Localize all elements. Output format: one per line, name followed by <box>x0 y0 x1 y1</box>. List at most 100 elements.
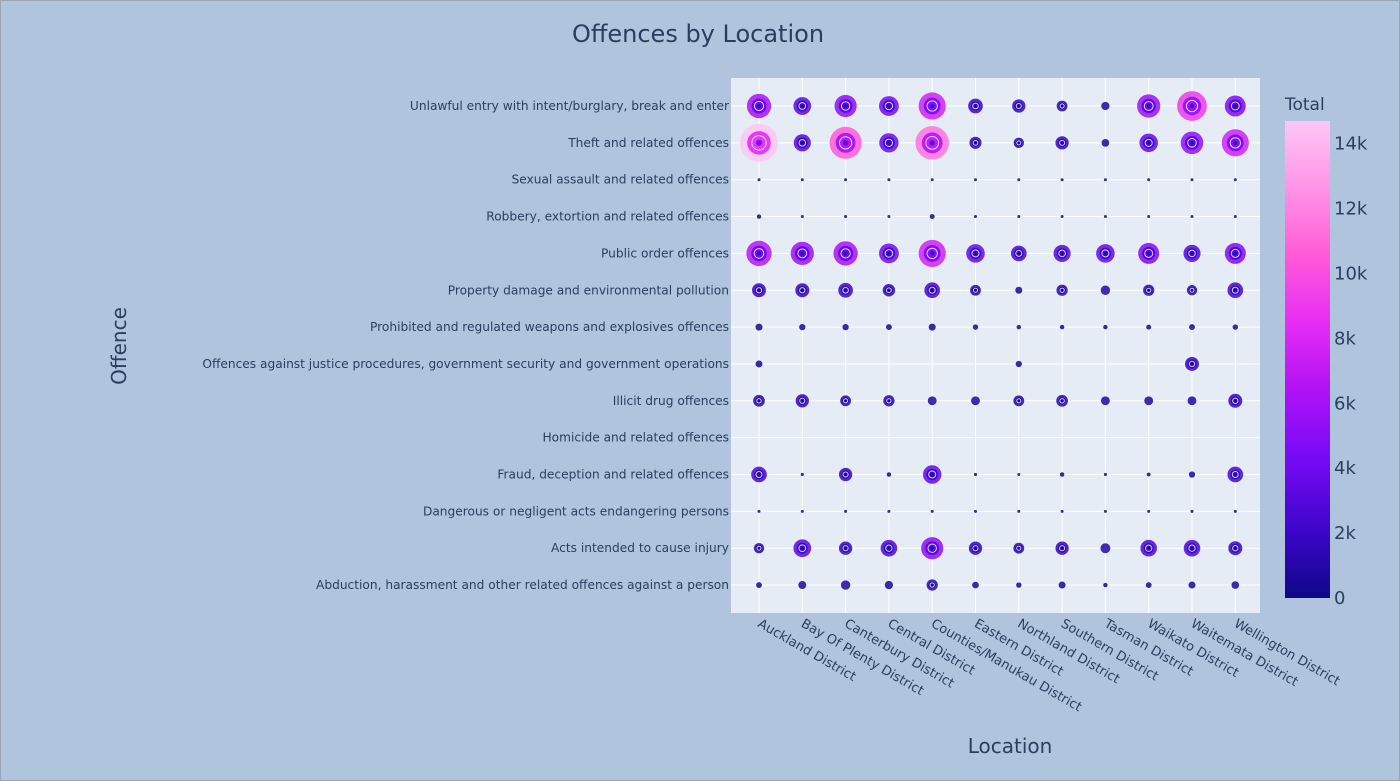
bubble <box>1146 472 1151 477</box>
bubble <box>1146 324 1152 330</box>
bubble <box>1183 539 1201 557</box>
colorbar-tick-label: 10k <box>1334 264 1368 285</box>
bubble <box>879 133 899 153</box>
bubble <box>924 282 941 299</box>
bubble <box>757 178 761 182</box>
bubble <box>1016 324 1022 330</box>
bubble <box>1137 94 1161 118</box>
y-tick-label: Sexual assault and related offences <box>512 173 730 187</box>
bubble <box>1053 244 1071 262</box>
bubble <box>800 509 804 513</box>
bubble <box>1228 393 1243 408</box>
bubble <box>757 509 761 513</box>
bubble <box>1012 99 1026 113</box>
colorbar-tick-label: 6k <box>1334 393 1356 414</box>
bubble <box>1180 131 1204 155</box>
colorbar-tick-label: 0 <box>1334 588 1345 609</box>
bubble <box>1183 244 1201 262</box>
colorbar-tick-label: 12k <box>1334 199 1368 220</box>
bubble <box>974 178 977 182</box>
bubble <box>921 537 944 560</box>
chart-title: Offences by Location <box>572 20 824 48</box>
bubble <box>1103 509 1107 513</box>
bubble <box>1103 178 1107 182</box>
bubble <box>1233 509 1237 513</box>
bubble <box>756 582 762 588</box>
bubble <box>1013 395 1025 407</box>
bubble <box>1017 215 1021 219</box>
y-tick-label: Robbery, extortion and related offences <box>486 210 729 224</box>
bubble <box>842 323 849 331</box>
bubble <box>1144 396 1154 406</box>
bubble <box>834 94 857 118</box>
bubble <box>929 214 935 220</box>
y-tick-label: Dangerous or negligent acts endangering … <box>423 504 729 518</box>
bubble <box>1055 541 1069 555</box>
bubble <box>840 395 852 407</box>
bubble <box>1015 286 1023 294</box>
bubble <box>1190 178 1194 182</box>
bubble <box>1017 178 1021 182</box>
bubble <box>790 241 814 266</box>
bubble <box>1056 394 1068 407</box>
bubble <box>878 243 899 264</box>
bubble <box>740 123 778 162</box>
bubble <box>971 396 980 406</box>
bubble <box>756 214 762 219</box>
y-tick-label: Unlawful entry with intent/burglary, bre… <box>410 99 730 113</box>
bubble <box>1015 360 1022 368</box>
bubble <box>1139 133 1158 153</box>
bubble <box>885 324 892 331</box>
bubble <box>1100 543 1111 554</box>
bubble <box>800 178 804 182</box>
colorbar <box>1285 121 1330 598</box>
y-tick-label: Fraud, deception and related offences <box>497 468 729 482</box>
bubble <box>1010 245 1027 262</box>
bubble <box>1188 581 1196 589</box>
bubble <box>886 472 892 477</box>
bubble <box>1224 95 1246 117</box>
bubble <box>1017 473 1021 476</box>
bubble-markers <box>740 91 1249 591</box>
bubble <box>751 466 767 483</box>
bubble <box>1186 285 1198 296</box>
bubble <box>970 284 981 296</box>
y-tick-label: Homicide and related offences <box>543 431 729 445</box>
bubble <box>972 324 979 330</box>
bubble <box>1233 178 1237 182</box>
bubble <box>973 472 978 477</box>
bubble <box>1059 472 1065 477</box>
bubble <box>1187 396 1197 406</box>
bubble <box>1060 215 1064 219</box>
bubble <box>887 178 891 182</box>
bubble <box>1016 582 1022 588</box>
bubble <box>968 541 983 555</box>
bubble <box>1017 509 1021 513</box>
bubble <box>799 323 806 331</box>
bubble <box>793 539 812 558</box>
bubble <box>928 323 936 331</box>
bubble <box>1233 215 1237 219</box>
bubble <box>1221 129 1249 157</box>
bubble <box>1147 178 1151 182</box>
bubble <box>1140 539 1157 557</box>
bubble <box>1190 509 1194 513</box>
y-tick-label: Abduction, harassment and other related … <box>316 578 729 592</box>
bubble <box>1184 356 1200 371</box>
colorbar-tick-label: 2k <box>1334 523 1356 544</box>
bubble <box>1147 509 1151 513</box>
bubble <box>974 509 977 513</box>
y-axis-title: Offence <box>107 307 131 385</box>
y-tick-label: Theft and related offences <box>567 136 729 150</box>
bubble <box>1100 285 1111 295</box>
bubble <box>1224 242 1246 264</box>
bubble <box>887 215 891 219</box>
bubble <box>1145 582 1152 588</box>
y-tick-label: Prohibited and regulated weapons and exp… <box>370 320 729 334</box>
bubble <box>1227 466 1244 483</box>
bubble <box>1143 284 1155 296</box>
bubble <box>882 283 896 297</box>
bubble <box>930 178 934 182</box>
